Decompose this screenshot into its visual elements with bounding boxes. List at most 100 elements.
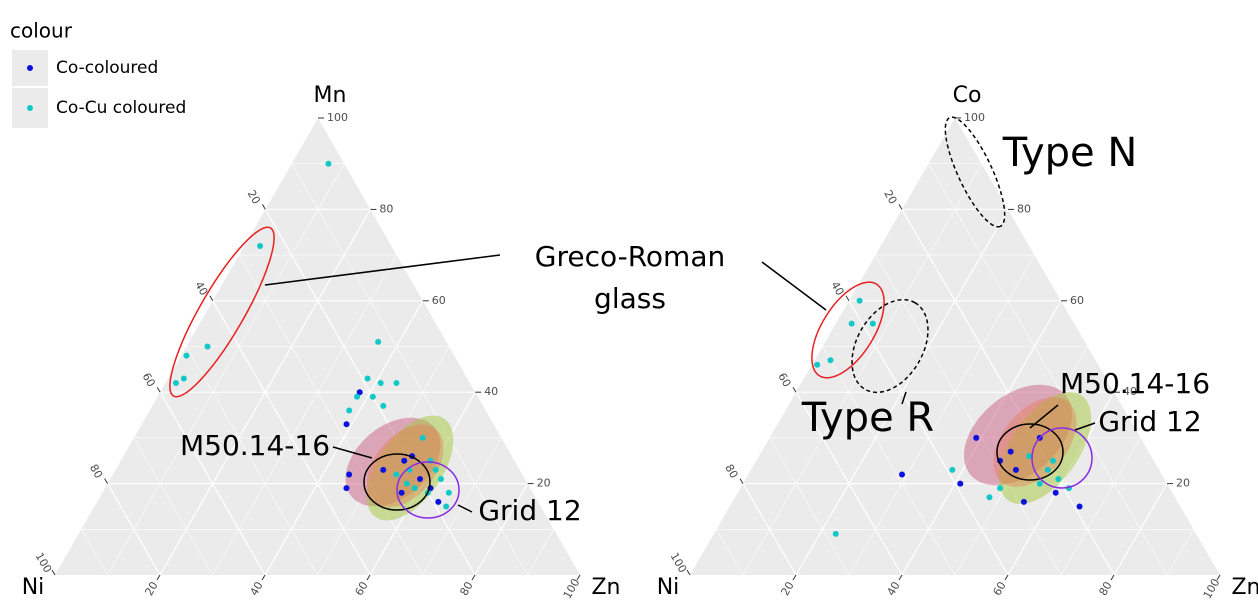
legend-marker (27, 105, 33, 111)
point (1044, 466, 1051, 473)
point (398, 489, 405, 496)
point (364, 375, 371, 382)
point (356, 389, 363, 396)
connector (332, 446, 373, 459)
tick-label: 80 (1017, 202, 1031, 215)
point (1026, 453, 1033, 460)
point (443, 503, 450, 510)
point (435, 498, 442, 505)
point (325, 160, 332, 167)
point (827, 357, 834, 364)
point (445, 489, 452, 496)
point (346, 407, 353, 414)
grid-line (107, 163, 345, 576)
tick-mark (898, 204, 903, 210)
tick-mark (471, 574, 476, 581)
greco-roman-ellipse (811, 281, 885, 379)
vertex-label: Ni (22, 575, 45, 599)
tick-label: 20 (881, 188, 899, 207)
annotation: M50.14-16 (180, 429, 330, 462)
annotation: glass (594, 282, 666, 315)
connector (901, 391, 907, 405)
tick-label: 100 (1201, 576, 1223, 599)
point (814, 361, 821, 368)
greco-roman-ellipse (169, 226, 275, 398)
tick-label: 80 (87, 462, 105, 481)
grid-line (848, 300, 1009, 576)
vertex-label: Zn (591, 575, 620, 599)
grid-line (1166, 529, 1194, 576)
grid-line (159, 391, 266, 576)
grid-line (291, 163, 528, 576)
grid-line (238, 254, 423, 576)
tick-label: 40 (884, 579, 902, 598)
grid-line (527, 529, 555, 576)
tick-label: 20 (537, 477, 551, 490)
point (257, 242, 264, 249)
point (869, 320, 876, 327)
point (1055, 476, 1062, 483)
grid-line (186, 346, 318, 576)
point (856, 297, 863, 304)
grid-line (769, 437, 850, 576)
point (411, 485, 418, 492)
connector (1029, 404, 1059, 429)
tick-mark (1216, 574, 1221, 581)
tick-label: 40 (247, 579, 265, 598)
tick-label: 40 (192, 279, 210, 298)
point (832, 530, 839, 537)
annotation: Type N (1002, 130, 1138, 176)
region (998, 392, 1092, 504)
point (432, 466, 439, 473)
backgrounds (51, 117, 1221, 581)
grid-line (264, 300, 424, 576)
tick-label: 80 (379, 202, 393, 215)
grid-line (212, 254, 397, 576)
grid-line (901, 300, 1062, 576)
legend-label: Co-Cu coloured (56, 98, 186, 118)
tick-label: 80 (722, 462, 740, 481)
point (180, 375, 187, 382)
m50-ellipse (996, 423, 1064, 481)
point (1007, 448, 1014, 455)
region (993, 397, 1077, 487)
point (401, 457, 408, 464)
point (369, 393, 376, 400)
tick-mark (156, 386, 161, 393)
point (403, 480, 410, 487)
grid-line (1007, 391, 1115, 576)
tick-label: 100 (561, 576, 583, 599)
point (437, 476, 444, 483)
connector (761, 261, 827, 311)
grid-line (1113, 483, 1168, 576)
tick-label: 20 (142, 579, 160, 598)
connector (457, 504, 473, 513)
region-ellipses (345, 384, 1092, 521)
tick-label: 100 (964, 111, 985, 124)
grid-line (928, 163, 1168, 576)
tick-mark (51, 569, 56, 576)
vertex-label: Co (953, 83, 982, 108)
tick-mark (104, 478, 109, 484)
annotation: M50.14-16 (1060, 367, 1210, 400)
point (375, 338, 382, 345)
tick-label: 20 (1176, 477, 1190, 490)
point (393, 380, 400, 387)
tick-label: 40 (484, 385, 498, 398)
tick-label: 100 (33, 550, 55, 575)
connector (264, 254, 501, 286)
tick-mark (739, 478, 744, 484)
tick-mark (1004, 574, 1009, 581)
grid-line (474, 483, 529, 576)
point (343, 421, 350, 428)
legend-title: colour (10, 19, 73, 43)
tick-mark (792, 386, 797, 393)
tick-mark (156, 574, 161, 581)
tick-label: 20 (778, 579, 796, 598)
point (1020, 498, 1027, 505)
tick-mark (845, 295, 850, 302)
tick-label: 100 (327, 111, 348, 124)
grid-line (742, 483, 797, 576)
vertex-label: Zn (1231, 575, 1258, 599)
